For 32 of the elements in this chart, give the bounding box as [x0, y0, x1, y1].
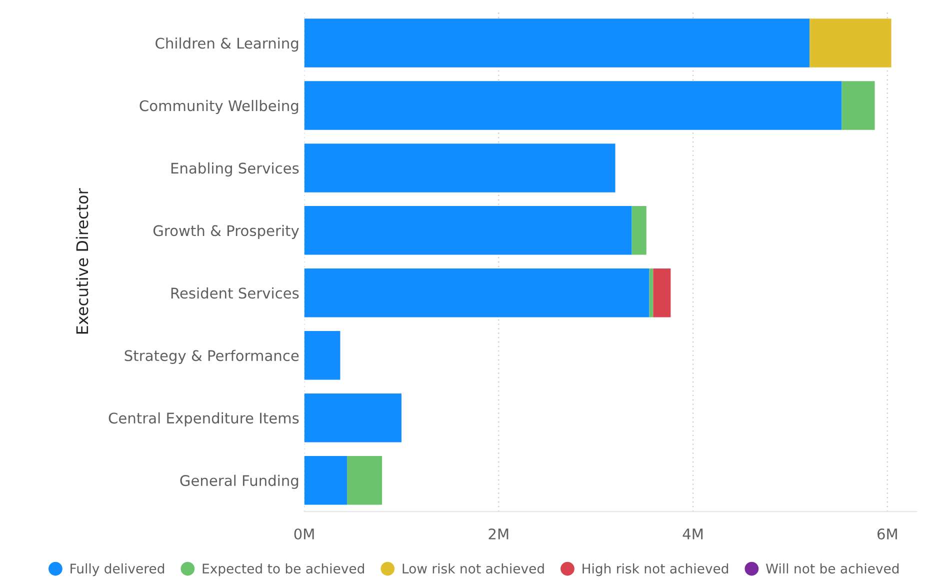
bar	[304, 456, 348, 505]
y-tick-label: Growth & Prosperity	[153, 224, 299, 239]
bar	[304, 81, 842, 130]
y-tick-label: Community Wellbeing	[140, 100, 298, 114]
bar	[649, 268, 654, 318]
legend-label: High risk not achieved	[582, 563, 728, 576]
bar	[810, 18, 892, 68]
bar	[304, 268, 650, 318]
legend-label: Will not be achieved	[766, 563, 899, 574]
legend-label: Expected to be achieved	[202, 563, 364, 576]
y-tick-label: Children & Learning	[156, 37, 298, 52]
x-tick-label: 2M	[488, 528, 508, 540]
bar	[842, 81, 875, 130]
x-tick-label: 4M	[682, 528, 703, 540]
legend-label: Fully delivered	[70, 563, 164, 576]
bar	[347, 456, 382, 505]
bar	[304, 206, 632, 255]
y-axis-title: Executive Director	[76, 188, 88, 334]
bar	[304, 144, 616, 192]
bar	[632, 206, 646, 255]
y-tick-label: General Funding	[180, 474, 298, 489]
y-tick-label: Central Expenditure Items	[108, 412, 299, 426]
bar	[653, 268, 671, 318]
x-tick-label: 6M	[877, 528, 897, 540]
bar	[304, 331, 340, 380]
y-tick-label: Strategy & Performance	[124, 350, 299, 364]
legend-label: Low risk not achieved	[402, 563, 544, 574]
y-tick-label: Resident Services	[171, 287, 299, 299]
bar	[304, 393, 402, 442]
y-tick-label: Enabling Services	[171, 162, 299, 177]
bar	[304, 18, 810, 68]
x-tick-label: 0M	[294, 528, 314, 540]
